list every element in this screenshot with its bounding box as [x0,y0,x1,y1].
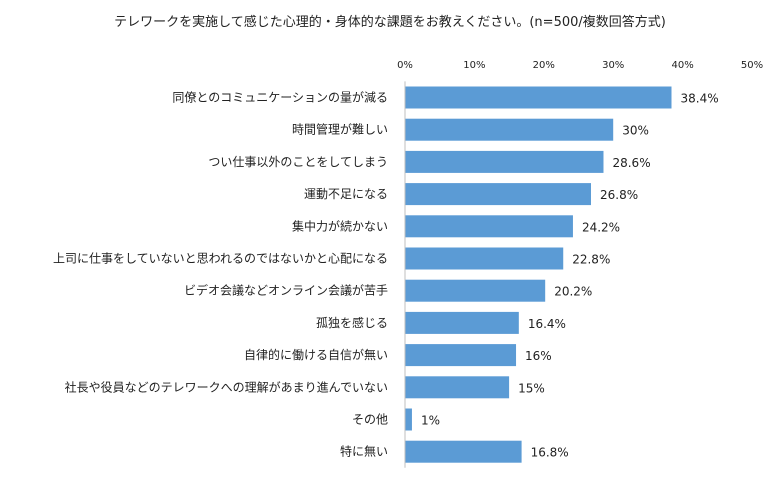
x-axis-ticks: 0% 10% 20% 30% 40% 50% [397,60,763,71]
chart-title: テレワークを実施して感じた心理的・身体的な課題をお教えください。(n=500/複… [114,15,666,30]
bar [405,215,573,238]
value-label: 16.4% [528,317,566,331]
value-label: 1% [421,414,440,428]
category-label: 時間管理が難しい [292,122,388,137]
category-label: 集中力が続かない [292,218,388,233]
x-tick-label: 20% [533,60,555,71]
bars [405,86,672,463]
category-label: 孤独を感じる [316,315,388,330]
bar [405,86,672,109]
value-label: 26.8% [600,188,638,202]
category-label: 上司に仕事をしていないと思われるのではないかと心配になる [53,252,388,266]
category-labels: 同僚とのコミュニケーションの量が減る時間管理が難しいつい仕事以外のことをしてしま… [53,90,388,459]
value-label: 30% [622,124,649,138]
category-label: その他 [352,413,388,427]
x-tick-label: 40% [671,60,693,71]
category-label: 特に無い [340,444,388,459]
bar [405,311,519,334]
value-label: 28.6% [612,156,650,170]
value-label: 15% [518,381,545,395]
bar [405,247,564,270]
category-label: 同僚とのコミュニケーションの量が減る [172,90,388,105]
x-tick-label: 10% [463,60,485,71]
value-label: 22.8% [572,253,610,267]
x-tick-label: 0% [397,60,413,71]
x-tick-label: 30% [602,60,624,71]
value-label: 20.2% [554,285,592,299]
bar [405,376,510,399]
bar [405,183,591,206]
bar [405,440,522,463]
bar [405,150,604,173]
category-label: 社長や役員などのテレワークへの理解があまり進んでいない [65,379,388,394]
category-label: 運動不足になる [304,187,388,201]
bar [405,118,614,141]
category-label: つい仕事以外のことをしてしまう [208,155,388,169]
value-label: 16.8% [531,446,569,460]
x-tick-label: 50% [741,60,763,71]
bar [405,344,517,367]
bar [405,408,412,431]
category-label: 自律的に働ける自信が無い [244,347,388,362]
value-label: 24.2% [582,220,620,234]
bar [405,279,546,302]
category-label: ビデオ会議などオンライン会議が苦手 [184,283,388,298]
value-label: 38.4% [680,92,718,106]
value-label: 16% [525,349,552,363]
value-labels: 38.4% 30% 28.6% 26.8% 24.2% 22.8% 20.2% 16.4% 16… [421,92,719,460]
